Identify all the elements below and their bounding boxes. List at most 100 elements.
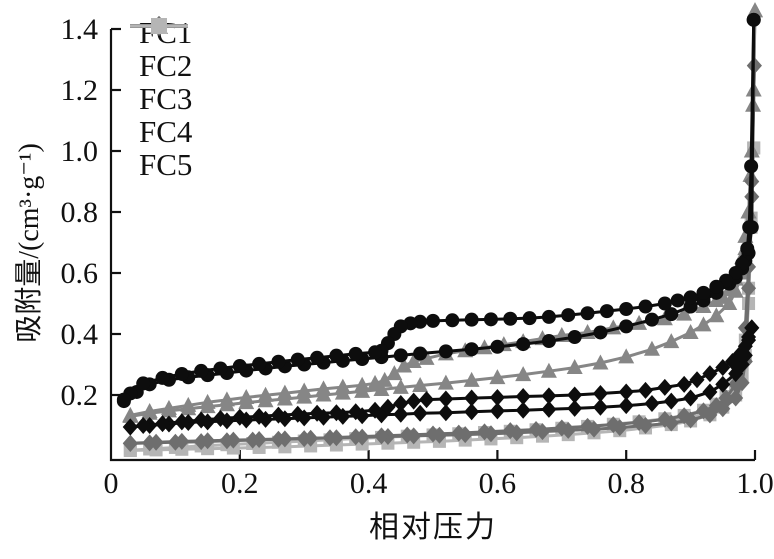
data-point-diamond bbox=[489, 388, 505, 406]
data-point-circle bbox=[593, 325, 608, 340]
data-point-triangle bbox=[463, 371, 480, 387]
data-point-diamond bbox=[419, 391, 435, 409]
data-point-diamond bbox=[245, 431, 261, 449]
y-tick-label: 1.2 bbox=[61, 74, 99, 107]
data-point-triangle bbox=[238, 388, 255, 404]
data-point-diamond bbox=[683, 389, 699, 407]
data-point-diamond bbox=[290, 405, 306, 423]
data-point-diamond bbox=[232, 408, 248, 426]
data-point-circle bbox=[213, 361, 228, 376]
data-point-circle bbox=[580, 306, 595, 321]
legend-item-FC4: FC4 bbox=[130, 18, 192, 147]
data-point-diamond bbox=[477, 423, 493, 441]
legend-item-FC2: FC2 bbox=[130, 16, 193, 83]
data-point-diamond bbox=[406, 392, 422, 410]
data-point-circle bbox=[438, 344, 453, 359]
data-point-diamond bbox=[135, 417, 151, 434]
legend-item-FC5: FC5 bbox=[130, 18, 192, 180]
y-tick-label: 1.0 bbox=[61, 135, 99, 168]
data-point-diamond bbox=[502, 422, 518, 440]
data-point-circle bbox=[290, 352, 305, 367]
data-point-diamond bbox=[142, 434, 158, 452]
data-point-diamond bbox=[618, 397, 634, 415]
data-point-diamond bbox=[348, 403, 364, 421]
series-FC4-adsorption-line bbox=[123, 19, 756, 403]
data-point-triangle bbox=[396, 357, 413, 373]
data-point-diamond bbox=[567, 386, 583, 404]
x-axis-title: 相对压力 bbox=[369, 511, 497, 544]
data-point-triangle bbox=[412, 377, 429, 393]
data-point-circle bbox=[742, 220, 757, 235]
data-point-circle bbox=[746, 12, 761, 27]
data-point-triangle bbox=[418, 349, 435, 365]
data-point-circle bbox=[561, 308, 576, 323]
data-point-circle bbox=[116, 392, 131, 407]
data-point-triangle bbox=[663, 333, 680, 349]
data-point-diamond bbox=[393, 405, 409, 423]
data-point-triangle bbox=[354, 376, 371, 392]
data-point-diamond bbox=[663, 392, 679, 410]
data-point-diamond bbox=[212, 409, 228, 427]
data-point-diamond bbox=[322, 429, 338, 447]
x-tick-label: 0.2 bbox=[221, 467, 259, 500]
data-point-diamond bbox=[393, 395, 409, 413]
data-point-diamond bbox=[528, 420, 544, 438]
data-point-diamond bbox=[541, 387, 557, 405]
data-point-circle bbox=[644, 312, 659, 327]
data-point-diamond bbox=[309, 404, 325, 422]
data-point-circle bbox=[490, 339, 505, 354]
data-point-circle bbox=[232, 359, 247, 374]
data-point-triangle bbox=[257, 386, 274, 402]
data-point-triangle bbox=[296, 382, 313, 398]
y-tick-label: 0.6 bbox=[61, 257, 99, 290]
data-point-circle bbox=[664, 307, 679, 322]
data-point-triangle bbox=[540, 362, 557, 378]
data-point-circle bbox=[174, 366, 189, 381]
data-point-diamond bbox=[592, 398, 608, 416]
legend-label-FC3: FC3 bbox=[139, 80, 193, 116]
data-point-circle bbox=[503, 311, 518, 326]
data-point-circle bbox=[599, 304, 614, 319]
y-tick-label: 0.2 bbox=[61, 379, 99, 412]
data-point-circle bbox=[541, 309, 556, 324]
data-point-diamond bbox=[724, 352, 740, 370]
data-point-circle bbox=[657, 296, 672, 311]
data-point-diamond bbox=[644, 395, 660, 413]
data-point-circle bbox=[483, 312, 498, 327]
data-point-circle bbox=[541, 334, 556, 349]
data-point-diamond bbox=[464, 389, 480, 407]
data-point-triangle bbox=[180, 396, 197, 412]
y-axis-title: 吸附量/(cm³·g⁻¹) bbox=[14, 143, 45, 343]
data-point-diamond bbox=[708, 397, 724, 415]
data-point-circle bbox=[136, 376, 151, 391]
data-point-diamond bbox=[380, 398, 396, 416]
data-point-triangle bbox=[376, 371, 393, 387]
data-point-diamond bbox=[515, 388, 531, 406]
data-point-circle bbox=[696, 285, 711, 300]
data-point-diamond bbox=[464, 403, 480, 421]
data-point-diamond bbox=[489, 402, 505, 420]
data-point-circle bbox=[709, 279, 724, 294]
data-point-circle bbox=[368, 345, 383, 360]
data-point-circle bbox=[740, 241, 755, 256]
data-point-diamond bbox=[618, 383, 634, 401]
data-point-diamond bbox=[541, 400, 557, 418]
y-tick-label: 0.4 bbox=[61, 318, 99, 351]
data-point-diamond bbox=[438, 404, 454, 422]
legend-item-FC3: FC3 bbox=[130, 17, 193, 116]
data-point-triangle bbox=[695, 316, 712, 332]
data-point-triangle bbox=[334, 378, 351, 394]
data-point-diamond bbox=[122, 418, 138, 436]
data-point-diamond bbox=[728, 389, 744, 407]
data-point-diamond bbox=[676, 407, 692, 425]
data-point-circle bbox=[728, 266, 743, 280]
x-tick-label: 0.8 bbox=[607, 467, 645, 500]
data-point-diamond bbox=[509, 424, 525, 442]
legend-label-FC2: FC2 bbox=[139, 47, 193, 83]
legend-swatch-FC5-square-icon bbox=[130, 18, 188, 34]
data-point-diamond bbox=[251, 407, 267, 425]
data-point-diamond bbox=[515, 401, 531, 419]
data-point-diamond bbox=[580, 417, 596, 435]
data-point-triangle bbox=[489, 369, 506, 385]
x-tick-label: 0.4 bbox=[350, 467, 388, 500]
